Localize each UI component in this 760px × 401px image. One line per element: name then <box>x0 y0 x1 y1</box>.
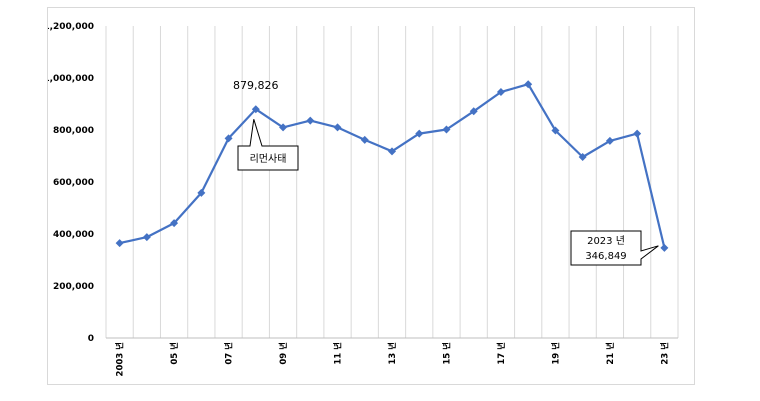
last-value-callout: 2023 년 346,849 <box>570 230 659 266</box>
data-point <box>360 135 369 144</box>
y-tick-label: 0 <box>88 334 94 344</box>
last-value-callout-value: 346,849 <box>585 251 626 262</box>
data-point <box>224 134 233 143</box>
data-point <box>170 219 179 228</box>
data-point <box>633 129 642 138</box>
last-value-callout-year: 2023 년 <box>587 235 625 247</box>
data-point <box>197 188 206 197</box>
x-tick-label: 15 년 <box>441 342 452 365</box>
y-tick-label: 800,000 <box>53 126 94 136</box>
data-point <box>279 123 288 132</box>
series-line <box>119 83 666 249</box>
series-markers <box>115 80 669 252</box>
data-point <box>660 243 669 252</box>
data-point <box>306 116 315 125</box>
data-point <box>469 107 478 116</box>
y-tick-label: 600,000 <box>53 178 94 188</box>
y-tick-label: 1,000,000 <box>48 74 94 84</box>
peak-value-label: 879,826 <box>233 79 278 92</box>
data-point <box>605 136 614 145</box>
data-point <box>551 126 560 135</box>
lehman-callout-text: 리먼사태 <box>250 153 287 165</box>
data-point <box>333 123 342 132</box>
x-tick-label: 19 년 <box>550 342 561 365</box>
y-tick-label: 400,000 <box>53 230 94 240</box>
last-value-callout-box <box>570 230 659 266</box>
data-point <box>578 153 587 162</box>
data-point <box>115 239 124 248</box>
x-tick-label: 13 년 <box>387 342 398 365</box>
lehman-callout-box <box>237 119 299 171</box>
lehman-callout: 리먼사태 <box>237 119 299 171</box>
y-tick-label: 1,200,000 <box>48 22 94 32</box>
data-point <box>142 233 151 242</box>
x-axis-ticks: 2003 년 05 년 07 년 09 년 11 년 13 년 15 년 17 년 19 년 21… <box>115 342 671 377</box>
data-point <box>496 88 505 97</box>
data-point <box>524 80 533 89</box>
gridlines <box>105 26 679 339</box>
data-point <box>442 125 451 134</box>
data-point <box>388 147 396 156</box>
data-point <box>251 105 260 114</box>
line-chart: 0 200,000 400,000 600,000 800,000 1,000,000 1,… <box>48 22 679 377</box>
x-tick-label: 07 년 <box>224 342 235 365</box>
x-tick-label: 17 년 <box>496 342 507 365</box>
y-axis-ticks: 0 200,000 400,000 600,000 800,000 1,000,000 1,… <box>48 22 94 344</box>
x-tick-label: 05 년 <box>169 342 180 365</box>
x-tick-label: 23 년 <box>659 342 670 365</box>
chart-frame: 0 200,000 400,000 600,000 800,000 1,000,000 1,… <box>47 7 695 385</box>
x-tick-label: 2003 년 <box>115 342 126 377</box>
y-tick-label: 200,000 <box>53 282 94 292</box>
x-tick-label: 09 년 <box>278 342 289 365</box>
x-tick-label: 21 년 <box>605 342 616 365</box>
data-point <box>415 129 424 138</box>
x-tick-label: 11 년 <box>333 342 344 365</box>
